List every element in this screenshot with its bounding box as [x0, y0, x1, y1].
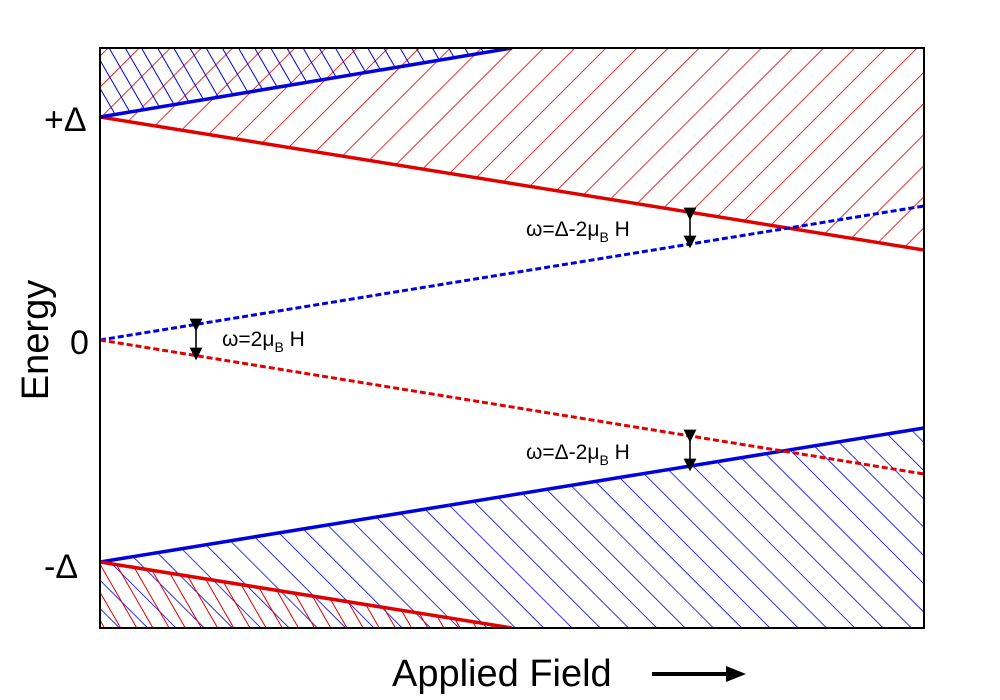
lower-blue-continuum [100, 428, 924, 628]
upper-red-continuum [100, 48, 924, 250]
right-arrow-head-icon [726, 666, 746, 682]
y-tick-plus-delta: +Δ [44, 101, 87, 139]
lower-gap-label: ω=Δ-2μB H [526, 441, 630, 468]
middle-gap-label: ω=2μB H [222, 328, 305, 355]
blue-dashed-level [100, 204, 924, 342]
x-axis-title: Applied Field [392, 653, 612, 695]
y-tick-zero: 0 [70, 324, 89, 362]
y-tick-minus-delta: -Δ [44, 548, 78, 586]
upper-gap-label: ω=Δ-2μB H [526, 218, 630, 245]
y-axis-title: Energy [15, 280, 57, 400]
red-dashed-level [100, 338, 924, 476]
lower-red-edge [100, 560, 513, 628]
upper-blue-edge [100, 48, 513, 119]
plot-frame [99, 47, 925, 629]
